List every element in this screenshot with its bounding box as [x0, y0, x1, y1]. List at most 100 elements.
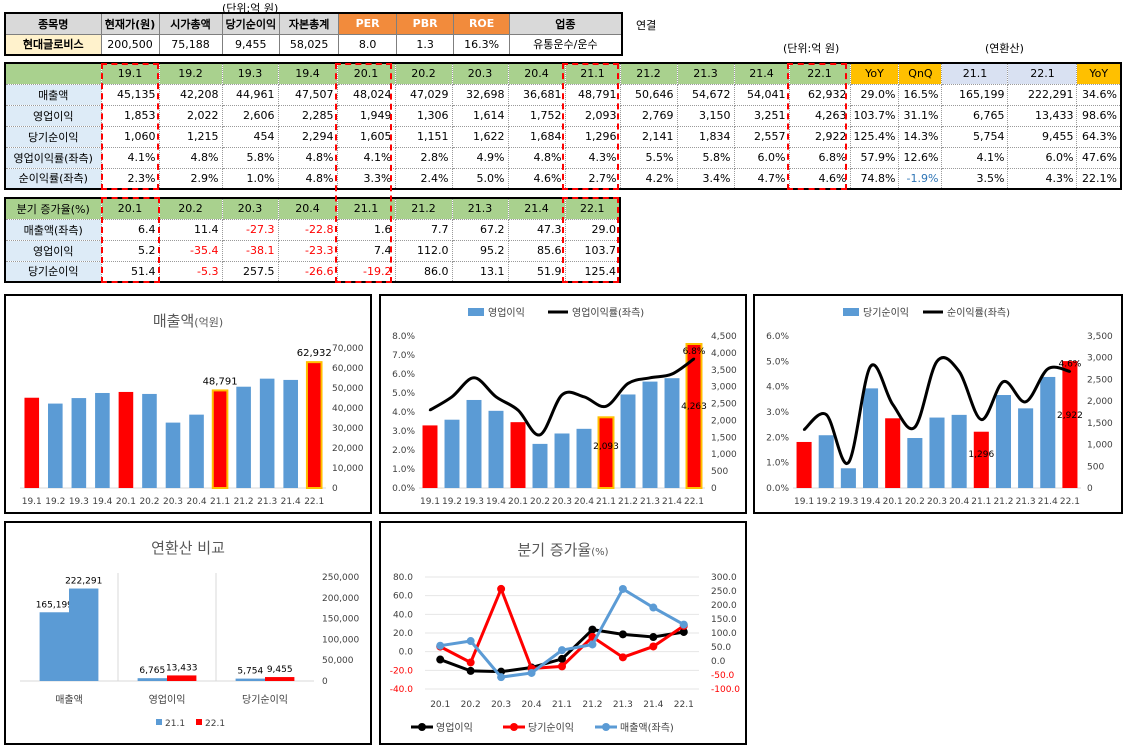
main-table-cell: 5.5% — [619, 146, 678, 169]
ratio-point-20.3 — [560, 393, 564, 397]
info-mktcap: 75,188 — [158, 33, 223, 56]
bar-19.4 — [488, 410, 504, 488]
main-table-cell: 5.8% — [221, 146, 279, 169]
main-table-row: 매출액 45,135 42,208 44,961 47,507 48,024 47,029 3… — [4, 83, 1122, 106]
main-table-cell: 48,024 — [336, 83, 396, 106]
main-table-cell: 54,672 — [676, 83, 735, 106]
y-tick-label: 100,000 — [322, 635, 359, 645]
info-netincome: 9,455 — [221, 33, 281, 56]
chart-title: 연환산 비교 — [151, 539, 225, 557]
point-매출액(좌측)-20.2 — [466, 637, 475, 646]
point-당기순이익-21.4 — [649, 642, 658, 651]
main-table-cell: 4.8% — [277, 167, 338, 190]
point-매출액(좌측)-20.1 — [436, 641, 445, 650]
growth-table-cell: 5.2 — [100, 239, 160, 262]
main-header-cell: 19.4 — [277, 62, 338, 85]
x-tick-label: 20.4 — [187, 497, 207, 507]
main-header-cell: YoY — [1076, 62, 1122, 85]
y-right-tick-label: 1,000 — [711, 450, 737, 460]
main-table-cell: 2,557 — [733, 125, 790, 148]
bar-19.3 — [840, 468, 856, 488]
y-left-tick-label: 3.0% — [766, 408, 789, 418]
main-table-cell: 3,251 — [733, 104, 790, 127]
ratio-point-21.2 — [1002, 380, 1005, 383]
y-left-tick-label: 5.0% — [766, 357, 789, 367]
growth-table-cell: 11.4 — [158, 218, 223, 241]
growth-header-cell: 20.1 — [100, 197, 160, 220]
growth-header-cell: 21.2 — [394, 197, 453, 220]
bar-22.1-영업이익 — [167, 675, 197, 681]
main-table-cell: 45,135 — [100, 83, 160, 106]
data-label: 6,765 — [139, 666, 165, 676]
x-tick-label: 22.1 — [304, 497, 324, 507]
y-left-tick-label: 20.0 — [393, 629, 413, 639]
x-tick-label: 22.1 — [684, 497, 704, 507]
chart-title-main: 매출액 — [153, 312, 194, 330]
y-right-tick-label: 50.0 — [711, 643, 731, 653]
bar-21.2 — [995, 395, 1011, 488]
growth-row-label: 당기순이익 — [4, 260, 102, 283]
bar-20.1 — [118, 391, 134, 488]
main-table-cell: 4,263 — [788, 104, 851, 127]
point-매출액(좌측)-22.1 — [679, 620, 688, 629]
y-right-tick-label: -50.0 — [711, 671, 735, 681]
bar-20.4 — [189, 414, 204, 488]
growth-header-cell: 21.3 — [451, 197, 509, 220]
x-tick-label: 20.3 — [163, 497, 183, 507]
main-table-cell: 6.0% — [733, 146, 790, 169]
main-table-cell: 4.6% — [507, 167, 566, 190]
point-영업이익-21.1 — [558, 654, 566, 663]
bar-19.1 — [422, 425, 438, 488]
main-table-cell: 2,022 — [158, 104, 223, 127]
growth-table-cell: -19.2 — [336, 260, 396, 283]
x-tick-label: 21.2 — [582, 700, 602, 710]
legend-bar-label: 영업이익 — [488, 306, 525, 319]
main-table-cell: 1,752 — [507, 104, 566, 127]
x-tick-label: 20.3 — [552, 497, 572, 507]
main-header-cell: 21.1 — [564, 62, 621, 85]
legend-label: 21.1 — [165, 719, 185, 729]
main-table-cell: 4.1% — [100, 146, 160, 169]
main-table-cell: 2,922 — [788, 125, 851, 148]
ratio-point-19.1 — [428, 408, 432, 412]
main-table-cell: 13,433 — [1007, 104, 1078, 127]
quarterly-financial-table: 19.1 19.2 19.3 19.4 20.1 20.2 20.3 20.4 21.1 21.2… — [4, 62, 1122, 190]
main-table-cell: 6,765 — [941, 104, 1009, 127]
y-tick-label: 70,000 — [332, 344, 364, 354]
main-table-row: 영업이익률(좌측) 4.1% 4.8% 5.8% 4.8% 4.1% 2.8% 4.9% 4.8… — [4, 146, 1122, 169]
data-label: 48,791 — [203, 376, 238, 387]
main-table-cell: 42,208 — [158, 83, 223, 106]
main-table-cell: 5,754 — [941, 125, 1009, 148]
main-table-cell: 1,684 — [507, 125, 566, 148]
main-row-label: 매출액 — [4, 83, 102, 106]
bar-20.4 — [576, 428, 592, 488]
y-tick-label: 250,000 — [322, 573, 359, 583]
ratio-point-21.4 — [1046, 367, 1049, 371]
main-table-cell: 222,291 — [1007, 83, 1078, 106]
x-tick-label: 영업이익 — [149, 693, 186, 706]
net-income-chart: 당기순이익 순이익률(좌측) 0.0% 1.0% 2.0% 3.0% 4.0% 5.0% 6.0… — [753, 294, 1123, 514]
data-label: 1,296 — [968, 450, 994, 460]
bar-21.1 — [211, 389, 229, 489]
x-tick-label: 20.1 — [508, 497, 528, 507]
y-tick-label: 10,000 — [332, 464, 364, 474]
data-label: 13,433 — [166, 663, 198, 673]
main-table-cell: 2.3% — [100, 167, 160, 190]
main-table-cell: 165,199 — [941, 83, 1009, 106]
main-table-cell: 2,093 — [564, 104, 621, 127]
x-tick-label: 19.2 — [45, 497, 65, 507]
main-table-cell: 9,455 — [1007, 125, 1078, 148]
main-table-cell: 1,949 — [336, 104, 396, 127]
legend-bar-label: 당기순이익 — [863, 307, 909, 319]
main-table-cell: 1.0% — [221, 167, 279, 190]
growth-table-cell: 7.4 — [336, 239, 396, 262]
ratio-point-19.3 — [847, 461, 850, 464]
main-header-cell: 21.1 — [941, 62, 1009, 85]
x-tick-label: 21.1 — [971, 497, 991, 507]
ratio-point-19.2 — [825, 413, 828, 416]
main-table-row: 순이익률(좌측) 2.3% 2.9% 1.0% 4.8% 3.3% 2.4% 5.0% 4.6%… — [4, 167, 1122, 190]
bar-21.1 — [597, 416, 615, 489]
x-tick-label: 21.1 — [596, 497, 616, 507]
main-table-cell: 4.3% — [1007, 167, 1078, 190]
ratio-point-19.4 — [869, 365, 872, 368]
